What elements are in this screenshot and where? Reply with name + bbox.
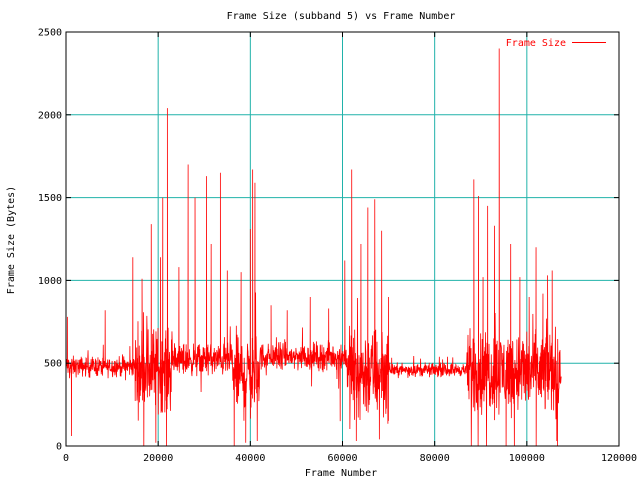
series-layer bbox=[65, 48, 562, 447]
x-tick-label: 20000 bbox=[143, 453, 173, 464]
x-tick-label: 80000 bbox=[420, 453, 450, 464]
y-tick-label: 0 bbox=[56, 442, 62, 453]
y-tick-label: 2000 bbox=[38, 110, 62, 121]
legend-label-frame-size: Frame Size bbox=[506, 38, 566, 49]
y-tick-label: 2500 bbox=[38, 28, 62, 39]
x-tick-label: 120000 bbox=[601, 453, 637, 464]
series-line-frame-size bbox=[65, 48, 562, 447]
y-tick-label: 1500 bbox=[38, 193, 62, 204]
tick-layer: 0 20000 40000 60000 80000 100000 120000 0 500 100… bbox=[38, 28, 637, 465]
x-tick-label: 40000 bbox=[235, 453, 265, 464]
legend: Frame Size bbox=[506, 38, 606, 49]
y-tick-label: 500 bbox=[44, 359, 62, 370]
y-tick-label: 1000 bbox=[38, 276, 62, 287]
chart-title: Frame Size (subband 5) vs Frame Number bbox=[227, 11, 456, 22]
x-tick-label: 0 bbox=[63, 453, 69, 464]
x-tick-label: 100000 bbox=[509, 453, 545, 464]
y-axis-label: Frame Size (Bytes) bbox=[6, 186, 17, 294]
x-axis-label: Frame Number bbox=[305, 468, 377, 479]
x-tick-label: 60000 bbox=[327, 453, 357, 464]
